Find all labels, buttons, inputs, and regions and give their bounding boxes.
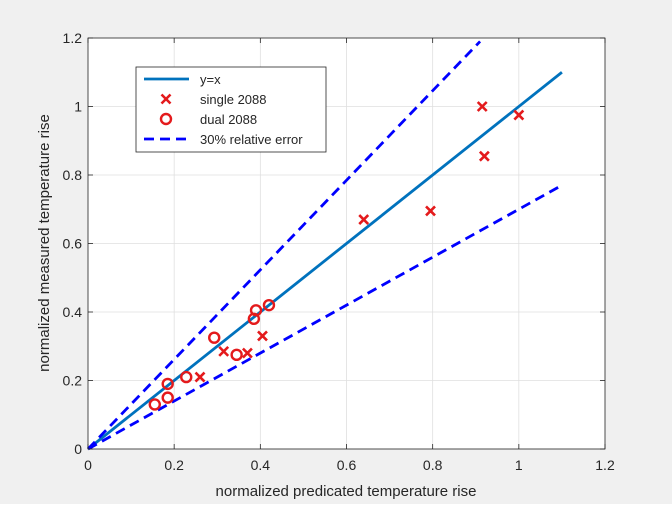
marker-x-stroke-b (194, 371, 206, 383)
x-tick-label: 0 (84, 457, 92, 473)
series-layer (86, 40, 563, 451)
marker-x-stroke-b (358, 214, 370, 225)
x-tick-label: 0.6 (337, 457, 357, 473)
legend-label: dual 2088 (200, 112, 257, 127)
y-tick-label: 0.8 (63, 167, 83, 183)
single-2088-point (358, 214, 370, 225)
single-2088-point (478, 150, 490, 162)
single-2088-point (425, 205, 436, 217)
x-tick-label: 0.2 (164, 457, 184, 473)
dual-2088-point (161, 391, 174, 404)
legend-entry: y=x (144, 72, 221, 87)
marker-x-stroke-b (425, 205, 436, 217)
dual-2088-point (148, 398, 161, 411)
legend-marker-swatch (160, 93, 172, 105)
y-tick-label: 0.2 (63, 373, 83, 389)
y-tick-label: 0 (74, 441, 82, 457)
marker-x-stroke-b (218, 345, 230, 357)
y-tick-label: 0.6 (63, 236, 83, 252)
legend-label: single 2088 (200, 92, 267, 107)
single-2088-point (513, 109, 525, 121)
single-2088-point (257, 330, 268, 342)
dual-2088-point (249, 304, 263, 317)
single-2088-point (241, 347, 253, 359)
marker-x-stroke-b (513, 109, 525, 121)
marker-x-stroke-b (241, 347, 253, 359)
legend-marker-swatch (159, 112, 173, 126)
error-bound-line (86, 40, 482, 450)
marker-x-stroke-b (478, 150, 490, 162)
x-tick-label: 1.2 (595, 457, 615, 473)
dual-2088-point (180, 370, 193, 384)
dual-2088-point (230, 348, 243, 362)
single-2088-point (194, 371, 206, 383)
legend-entry: dual 2088 (159, 112, 257, 127)
y-tick-label: 0.4 (63, 304, 83, 320)
identity-line (87, 71, 563, 451)
legend-label: 30% relative error (200, 132, 303, 147)
x-axis-label: normalized predicated temperature rise (216, 483, 477, 500)
legend-label: y=x (200, 72, 221, 87)
legend-entry: single 2088 (160, 92, 267, 107)
axes: 0 0.2 0.4 0.6 0.8 1 1.2 0 0.2 0.4 0.6 0.8 1 1.2 (63, 30, 615, 473)
marker-x-stroke-b (160, 93, 172, 105)
error-bound-line (87, 184, 563, 451)
x-tick-label: 0.8 (423, 457, 443, 473)
marker-x-stroke-b (476, 101, 488, 112)
legend: y=x single 2088 dual 2088 30% relative erro… (135, 66, 327, 153)
single-2088-point (218, 345, 230, 357)
x-tick-label: 0.4 (251, 457, 271, 473)
legend-entry: 30% relative error (144, 132, 303, 147)
dual-2088-point (262, 298, 276, 312)
x-tick-label: 1 (515, 457, 523, 473)
dual-2088-point (161, 377, 174, 391)
dual-2088-point (208, 331, 221, 344)
y-axis-label: normalized measured temperature rise (36, 114, 53, 372)
single-2088-point (476, 101, 488, 112)
y-tick-label: 1.2 (63, 30, 83, 46)
marker-x-stroke-b (257, 330, 268, 342)
y-tick-label: 1 (74, 99, 82, 115)
